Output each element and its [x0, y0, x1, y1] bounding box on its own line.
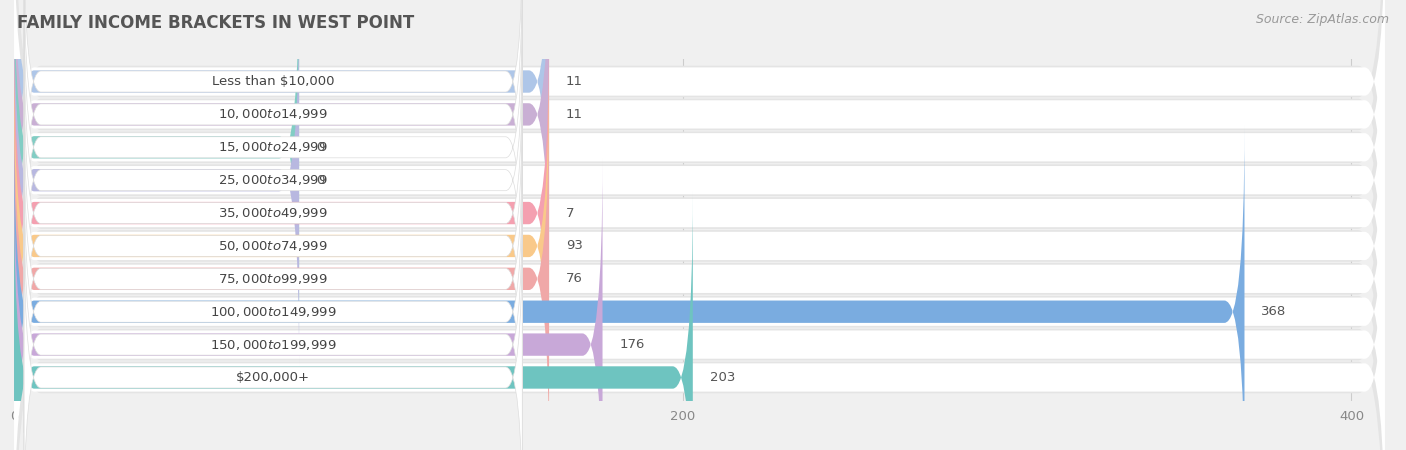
- FancyBboxPatch shape: [14, 64, 1385, 450]
- FancyBboxPatch shape: [24, 92, 522, 400]
- FancyBboxPatch shape: [14, 97, 1385, 450]
- FancyBboxPatch shape: [14, 130, 1385, 450]
- Text: 11: 11: [565, 75, 582, 88]
- FancyBboxPatch shape: [24, 158, 522, 450]
- Text: FAMILY INCOME BRACKETS IN WEST POINT: FAMILY INCOME BRACKETS IN WEST POINT: [17, 14, 415, 32]
- FancyBboxPatch shape: [24, 0, 522, 301]
- Text: Less than $10,000: Less than $10,000: [212, 75, 335, 88]
- FancyBboxPatch shape: [24, 191, 522, 450]
- Text: $25,000 to $34,999: $25,000 to $34,999: [218, 173, 328, 187]
- FancyBboxPatch shape: [14, 0, 1385, 362]
- Text: Source: ZipAtlas.com: Source: ZipAtlas.com: [1256, 14, 1389, 27]
- Text: $35,000 to $49,999: $35,000 to $49,999: [218, 206, 328, 220]
- FancyBboxPatch shape: [24, 125, 522, 433]
- FancyBboxPatch shape: [14, 60, 548, 432]
- FancyBboxPatch shape: [14, 27, 548, 399]
- FancyBboxPatch shape: [14, 129, 1385, 450]
- FancyBboxPatch shape: [14, 0, 1385, 428]
- FancyBboxPatch shape: [14, 158, 603, 450]
- Text: $15,000 to $24,999: $15,000 to $24,999: [218, 140, 328, 154]
- FancyBboxPatch shape: [24, 0, 522, 235]
- Text: 0: 0: [316, 174, 325, 187]
- FancyBboxPatch shape: [24, 224, 522, 450]
- FancyBboxPatch shape: [24, 26, 522, 334]
- FancyBboxPatch shape: [14, 0, 548, 301]
- FancyBboxPatch shape: [14, 0, 1385, 330]
- Text: 11: 11: [565, 108, 582, 121]
- FancyBboxPatch shape: [14, 0, 1385, 395]
- Text: 203: 203: [710, 371, 735, 384]
- FancyBboxPatch shape: [14, 0, 299, 333]
- FancyBboxPatch shape: [14, 0, 299, 366]
- Text: 76: 76: [565, 272, 582, 285]
- FancyBboxPatch shape: [14, 0, 1385, 450]
- FancyBboxPatch shape: [14, 32, 1385, 450]
- FancyBboxPatch shape: [24, 0, 522, 268]
- FancyBboxPatch shape: [14, 0, 1385, 363]
- Text: $75,000 to $99,999: $75,000 to $99,999: [218, 272, 328, 286]
- Text: 368: 368: [1261, 305, 1286, 318]
- Text: 7: 7: [565, 207, 574, 220]
- FancyBboxPatch shape: [14, 0, 1385, 329]
- FancyBboxPatch shape: [14, 30, 1385, 396]
- Text: 0: 0: [316, 141, 325, 154]
- Text: $10,000 to $14,999: $10,000 to $14,999: [218, 108, 328, 122]
- Text: $200,000+: $200,000+: [236, 371, 311, 384]
- FancyBboxPatch shape: [14, 63, 1385, 429]
- FancyBboxPatch shape: [14, 191, 693, 450]
- FancyBboxPatch shape: [14, 0, 1385, 297]
- FancyBboxPatch shape: [14, 126, 1244, 450]
- FancyBboxPatch shape: [14, 0, 1385, 450]
- FancyBboxPatch shape: [14, 0, 1385, 265]
- FancyBboxPatch shape: [24, 59, 522, 367]
- FancyBboxPatch shape: [14, 162, 1385, 450]
- Text: 93: 93: [565, 239, 582, 252]
- FancyBboxPatch shape: [14, 93, 548, 450]
- Text: $150,000 to $199,999: $150,000 to $199,999: [209, 338, 336, 351]
- FancyBboxPatch shape: [14, 0, 548, 268]
- Text: $50,000 to $74,999: $50,000 to $74,999: [218, 239, 328, 253]
- FancyBboxPatch shape: [14, 194, 1385, 450]
- Text: 176: 176: [619, 338, 644, 351]
- Text: $100,000 to $149,999: $100,000 to $149,999: [209, 305, 336, 319]
- FancyBboxPatch shape: [14, 96, 1385, 450]
